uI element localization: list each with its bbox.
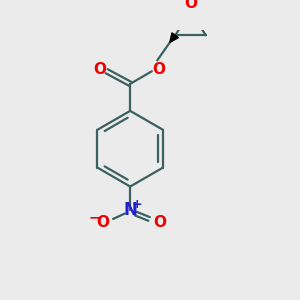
Text: O: O: [152, 62, 166, 77]
Text: O: O: [96, 215, 109, 230]
Polygon shape: [170, 33, 178, 42]
Text: O: O: [153, 215, 167, 230]
Text: O: O: [184, 0, 197, 11]
Text: −: −: [88, 210, 100, 224]
Text: +: +: [132, 198, 143, 211]
Text: N: N: [123, 201, 137, 219]
Text: O: O: [93, 62, 106, 77]
